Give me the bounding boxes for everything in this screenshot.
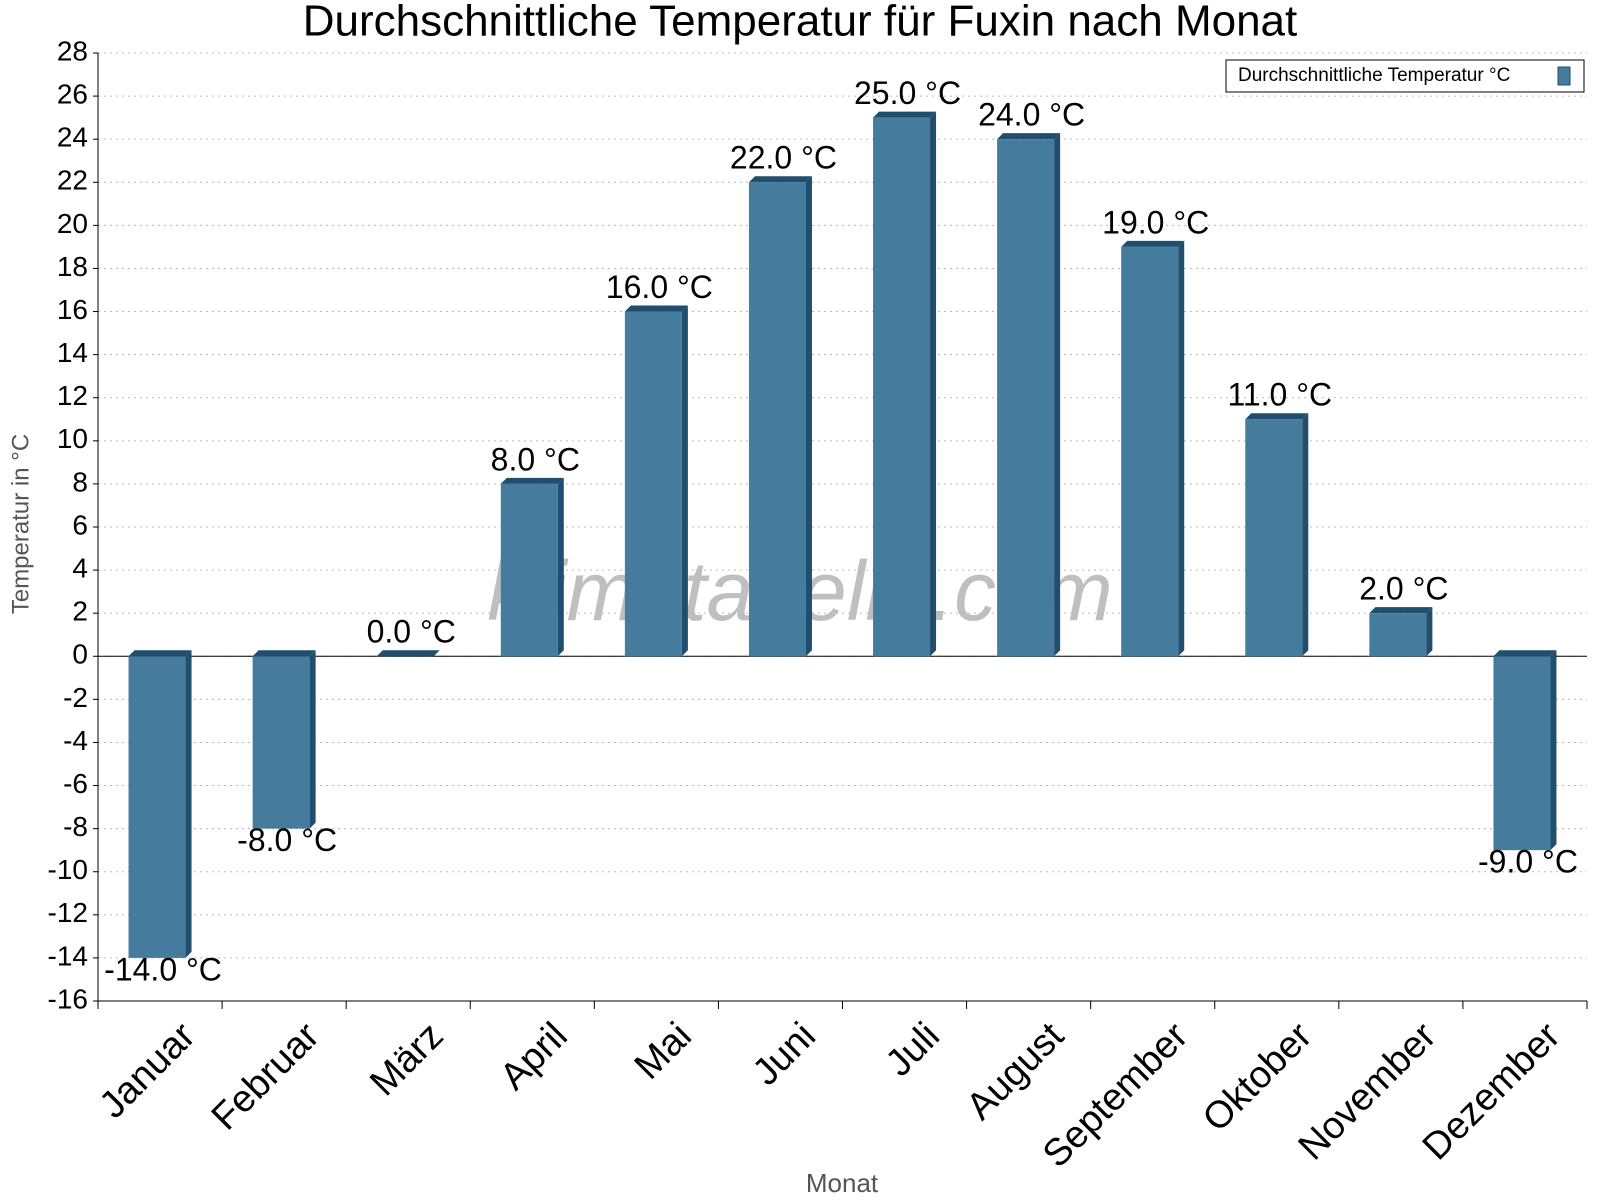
- y-tick-label: 24: [57, 122, 88, 153]
- y-tick-label: -12: [48, 897, 88, 928]
- y-tick-label: 0: [72, 639, 88, 670]
- bar: [252, 656, 310, 829]
- bar-side: [1550, 650, 1557, 851]
- y-axis-label: Temperatur in °C: [7, 434, 34, 614]
- y-tick-label: -8: [63, 811, 88, 842]
- y-tick-label: 14: [57, 337, 88, 368]
- value-label: -8.0 °C: [237, 822, 337, 858]
- y-tick-label: -4: [63, 725, 88, 756]
- y-tick-label: 10: [57, 423, 88, 454]
- value-label: 16.0 °C: [606, 269, 713, 305]
- y-tick-label: 18: [57, 251, 88, 282]
- bar-side: [805, 176, 812, 657]
- value-label: 25.0 °C: [854, 75, 961, 111]
- bar-side: [557, 477, 564, 657]
- bar-top: [252, 650, 316, 657]
- x-axis-label: Monat: [806, 1168, 879, 1198]
- bar: [128, 656, 186, 958]
- y-tick-label: 26: [57, 78, 88, 109]
- value-label: 24.0 °C: [978, 97, 1085, 133]
- y-tick-label: -14: [48, 940, 88, 971]
- bar-top: [1369, 607, 1433, 614]
- value-label: 19.0 °C: [1102, 204, 1209, 240]
- bar: [748, 182, 806, 657]
- legend-label: Durchschnittliche Temperatur °C: [1238, 65, 1510, 86]
- bar-top: [748, 176, 812, 183]
- y-tick-label: 22: [57, 165, 88, 196]
- bar-top: [873, 111, 937, 118]
- value-label: 0.0 °C: [367, 614, 456, 650]
- bar: [624, 311, 682, 657]
- bar-top: [500, 477, 564, 484]
- y-tick-label: 12: [57, 380, 88, 411]
- y-tick-label: 2: [72, 596, 88, 627]
- bar: [997, 139, 1055, 657]
- bar-side: [930, 111, 937, 657]
- bar: [1369, 613, 1427, 657]
- legend-box: [1225, 59, 1585, 93]
- value-label: 8.0 °C: [491, 441, 580, 477]
- bar-side: [1302, 413, 1309, 657]
- value-label: 11.0 °C: [1227, 377, 1332, 413]
- y-tick-label: -16: [48, 983, 88, 1014]
- value-label: 2.0 °C: [1359, 571, 1448, 607]
- bar-side: [681, 305, 688, 657]
- y-tick-label: 16: [57, 294, 88, 325]
- bar-side: [1178, 240, 1185, 657]
- y-tick-label: -10: [48, 854, 88, 885]
- bar: [873, 117, 931, 657]
- bar-top: [1493, 650, 1557, 657]
- bar-side: [1426, 607, 1433, 657]
- y-tick-label: 20: [57, 208, 88, 239]
- bar: [500, 483, 558, 657]
- bar-top: [624, 305, 688, 312]
- legend: Durchschnittliche Temperatur °C: [1225, 59, 1585, 93]
- bar: [1245, 419, 1303, 657]
- y-tick-label: -2: [63, 682, 88, 713]
- y-tick-label: 6: [72, 509, 88, 540]
- bar-top: [1245, 413, 1309, 420]
- bar: [1493, 656, 1551, 851]
- value-label: -9.0 °C: [1478, 844, 1578, 880]
- bar: [1121, 246, 1179, 657]
- y-tick-label: 4: [72, 552, 88, 583]
- y-tick-label: -6: [63, 768, 88, 799]
- bar-side: [185, 650, 192, 958]
- bar-top: [128, 650, 192, 657]
- legend-swatch: [1557, 66, 1571, 86]
- bar-top: [997, 133, 1061, 140]
- y-tick-label: 28: [57, 35, 88, 66]
- bar-side: [1054, 133, 1061, 657]
- bar-top: [376, 650, 440, 657]
- y-tick-label: 8: [72, 466, 88, 497]
- chart-title: Durchschnittliche Temperatur für Fuxin n…: [303, 0, 1298, 46]
- bar-top: [1121, 240, 1185, 247]
- value-label: -14.0 °C: [104, 951, 222, 987]
- bar-side: [309, 650, 316, 829]
- value-label: 22.0 °C: [730, 140, 837, 176]
